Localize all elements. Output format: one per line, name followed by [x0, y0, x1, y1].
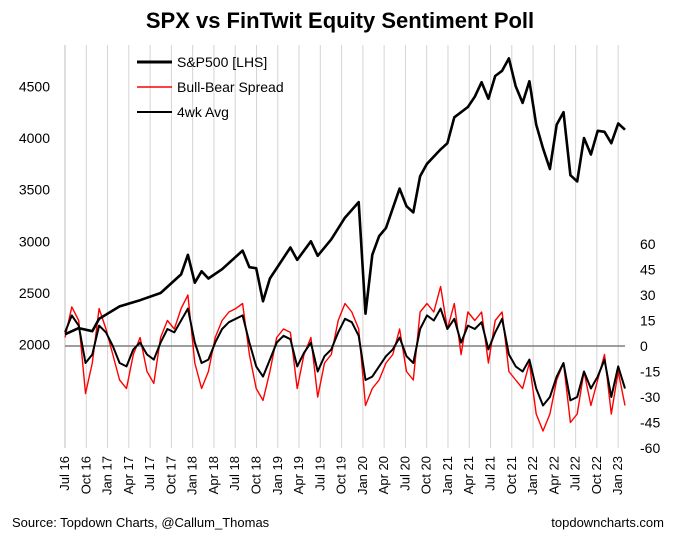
x-tick-label: Jan 23	[610, 456, 625, 495]
left-tick-label: 4500	[19, 78, 50, 94]
left-tick-label: 2500	[19, 285, 50, 301]
x-tick-label: Jul 16	[57, 456, 72, 491]
right-tick-label: 45	[640, 262, 656, 278]
x-tick-label: Apr 22	[546, 456, 561, 494]
chart-title: SPX vs FinTwit Equity Sentiment Poll	[146, 8, 534, 33]
x-tick-label: Apr 20	[376, 456, 391, 494]
x-tick-label: Oct 19	[334, 456, 349, 494]
x-tick-label: Oct 21	[504, 456, 519, 494]
left-axis-ticks: 2000 2500 3000 3500 4000 4500	[19, 78, 50, 352]
x-tick-label: Jan 21	[440, 456, 455, 495]
x-tick-label: Apr 19	[291, 456, 306, 494]
right-tick-label: -60	[640, 440, 660, 456]
left-tick-label: 4000	[19, 130, 50, 146]
right-tick-label: -15	[640, 364, 660, 380]
series-lines	[64, 57, 626, 432]
x-tick-label: Jul 17	[142, 456, 157, 491]
x-tick-label: Apr 21	[461, 456, 476, 494]
left-tick-label: 2000	[19, 337, 50, 353]
series-line-0	[64, 57, 626, 336]
x-tick-label: Jan 18	[185, 456, 200, 495]
website-note: topdowncharts.com	[551, 515, 664, 530]
x-tick-label: Jul 19	[312, 456, 327, 491]
legend: S&P500 [LHS] Bull-Bear Spread 4wk Avg	[137, 54, 284, 120]
right-tick-label: -30	[640, 389, 660, 405]
x-tick-label: Oct 16	[78, 456, 93, 494]
x-tick-label: Jan 17	[100, 456, 115, 495]
right-tick-label: 60	[640, 236, 656, 252]
x-tick-label: Oct 22	[589, 456, 604, 494]
x-tick-label: Jan 22	[525, 456, 540, 495]
x-tick-label: Oct 18	[248, 456, 263, 494]
x-tick-label: Jul 22	[568, 456, 583, 491]
left-tick-label: 3500	[19, 182, 50, 198]
legend-label: S&P500 [LHS]	[177, 54, 267, 70]
legend-label: 4wk Avg	[177, 104, 229, 120]
right-tick-label: -45	[640, 415, 660, 431]
series-line-1	[64, 285, 626, 432]
x-tick-label: Oct 20	[419, 456, 434, 494]
x-tick-label: Jan 20	[355, 456, 370, 495]
left-tick-label: 3000	[19, 233, 50, 249]
x-tick-label: Oct 17	[163, 456, 178, 494]
source-note: Source: Topdown Charts, @Callum_Thomas	[12, 515, 270, 530]
right-tick-label: 30	[640, 287, 656, 303]
x-tick-label: Jan 19	[270, 456, 285, 495]
x-tick-label: Apr 18	[206, 456, 221, 494]
x-tick-label: Jul 21	[483, 456, 498, 491]
x-tick-label: Jul 18	[227, 456, 242, 491]
legend-label: Bull-Bear Spread	[177, 79, 284, 95]
right-tick-label: 15	[640, 313, 656, 329]
x-tick-label: Apr 17	[121, 456, 136, 494]
series-line-2	[64, 307, 626, 407]
x-tick-label: Jul 20	[397, 456, 412, 491]
right-axis-ticks: 60 45 30 15 0 -15 -30 -45 -60	[640, 236, 660, 456]
x-axis-ticks: Jul 16 Oct 16 Jan 17 Apr 17 Jul 17 Oct 17 Jan …	[57, 456, 625, 495]
right-tick-label: 0	[640, 338, 648, 354]
